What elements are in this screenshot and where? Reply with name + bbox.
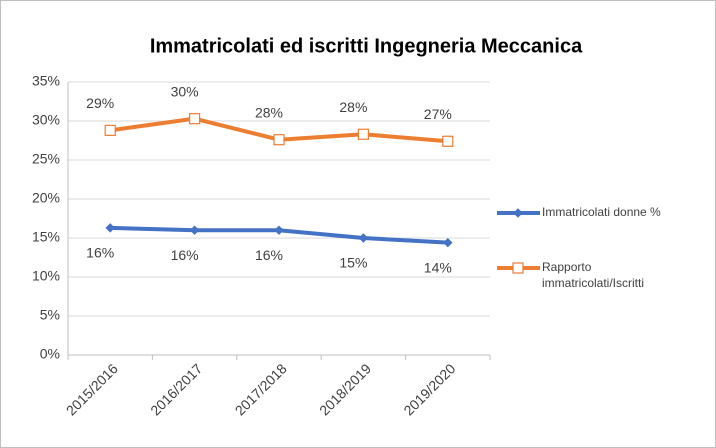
y-tick-label: 15% — [32, 229, 60, 245]
legend-label: Rapporto immatricolati/Iscritti — [542, 260, 644, 290]
data-label: 15% — [339, 255, 367, 271]
marker — [513, 208, 523, 218]
legend-label: Immatricolati donne % — [542, 205, 661, 219]
marker — [189, 225, 200, 235]
data-label: 14% — [424, 259, 452, 275]
y-tick-label: 35% — [32, 73, 60, 89]
y-tick-label: 10% — [32, 268, 60, 284]
y-tick-label: 30% — [32, 112, 60, 128]
marker — [443, 237, 453, 248]
marker — [274, 225, 284, 235]
marker — [442, 135, 454, 147]
y-tick-label: 5% — [40, 307, 60, 323]
data-label: 27% — [424, 106, 452, 122]
y-tick-label: 0% — [40, 346, 60, 362]
marker — [273, 134, 285, 146]
y-tick-label: 20% — [32, 190, 60, 206]
data-label: 16% — [171, 247, 199, 263]
marker — [512, 262, 524, 274]
data-label: 30% — [171, 83, 199, 99]
data-label: 28% — [339, 99, 367, 115]
data-label: 16% — [86, 245, 114, 261]
y-tick-label: 25% — [32, 151, 60, 167]
data-label: 28% — [255, 104, 283, 120]
marker — [357, 128, 369, 140]
marker — [105, 223, 115, 233]
data-label: 29% — [86, 95, 114, 111]
marker — [104, 124, 116, 136]
data-label: 16% — [255, 247, 283, 263]
marker — [358, 233, 369, 243]
marker — [189, 113, 201, 125]
chart-title: Immatricolati ed iscritti Ingegneria Mec… — [150, 35, 583, 57]
